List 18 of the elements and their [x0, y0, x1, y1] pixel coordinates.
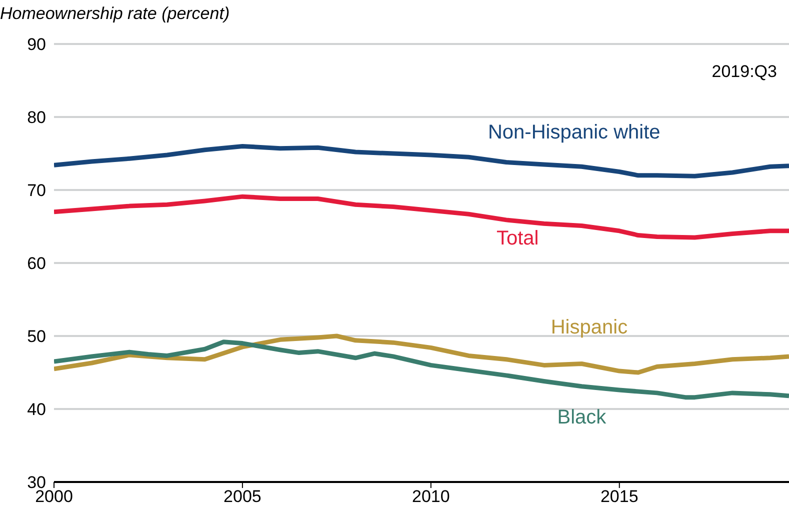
series-label: Total [496, 227, 539, 250]
x-tick-label: 2000 [35, 487, 73, 506]
y-tick-label: 50 [27, 327, 46, 346]
y-tick-label: 60 [27, 254, 46, 274]
x-tick-label: 2005 [224, 487, 262, 506]
series-label: Black [557, 406, 606, 430]
series-label: Non-Hispanic white [488, 122, 660, 145]
y-tick-label: 70 [27, 181, 46, 200]
series-label: Hispanic [550, 316, 628, 340]
x-tick-label: 2015 [600, 487, 638, 506]
y-tick-label: 90 [27, 35, 46, 54]
y-axis-title: Homeownership rate (percent) [0, 4, 230, 24]
line-series [54, 144, 789, 178]
line-series [54, 340, 789, 400]
annotation: 2019:Q3 [712, 62, 777, 82]
y-tick-label: 40 [27, 400, 46, 420]
y-tick-label: 80 [27, 108, 46, 128]
x-tick-label: 2010 [412, 487, 450, 506]
